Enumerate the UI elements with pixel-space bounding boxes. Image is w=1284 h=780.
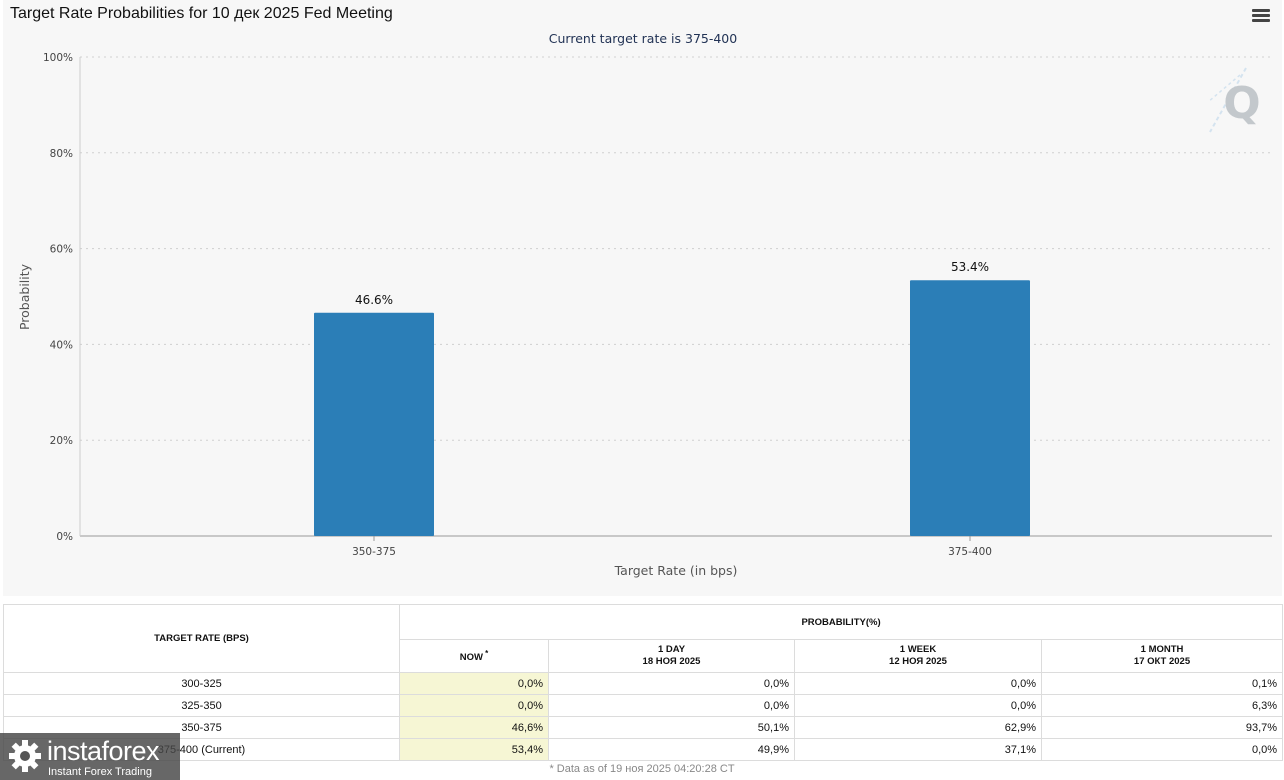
x-axis-title: Target Rate (in bps): [614, 563, 738, 578]
table-row: 325-350 0,0% 0,0% 0,0% 6,3%: [3, 694, 1284, 717]
bar-chart: Current target rate is 375-400 0% 20% 40% 6…: [17, 31, 1272, 578]
probability-table-wrapper: TARGET RATE (BPS) PROBABILITY(%) NOW * 1 …: [3, 604, 1284, 780]
svg-text:Q: Q: [1223, 78, 1260, 129]
probability-cell: 0,0%: [1040, 738, 1284, 761]
menu-icon[interactable]: [1252, 9, 1270, 23]
period-header-row: NOW * 1 DAY 18 НОЯ 2025 1 WEEK 12 НОЯ 2025 1 …: [4, 639, 1284, 673]
probability-cell: 46,6%: [399, 716, 549, 739]
instaforex-watermark: instaforex Instant Forex Trading: [0, 733, 180, 780]
probability-cell: 93,7%: [1040, 716, 1284, 739]
probability-cell: 0,0%: [548, 694, 795, 717]
probability-cell: 0,0%: [794, 694, 1042, 717]
probability-cell: 6,3%: [1040, 694, 1284, 717]
watermark-tagline: Instant Forex Trading: [48, 766, 152, 778]
y-tick-label: 80%: [50, 148, 73, 160]
watermark-brand: instaforex: [47, 736, 160, 766]
bars: 46.6% 350-375 53.4% 375-400: [314, 260, 1030, 558]
target-rate-header: TARGET RATE (BPS): [3, 604, 400, 673]
table-body: 300-325 0,0% 0,0% 0,0% 0,1% 325-350 0,0% 0,0% 0,…: [3, 672, 1284, 761]
y-tick-label: 40%: [50, 339, 73, 351]
rate-cell: 325-350: [3, 694, 400, 717]
probability-cell: 0,0%: [399, 694, 549, 717]
bar-375-400[interactable]: [910, 280, 1030, 536]
probability-cell: 0,0%: [399, 672, 549, 695]
bar-data-label: 53.4%: [951, 260, 989, 274]
probability-cell: 62,9%: [794, 716, 1042, 739]
table-row: 300-325 0,0% 0,0% 0,0% 0,1%: [3, 672, 1284, 695]
probability-table: TARGET RATE (BPS) PROBABILITY(%) NOW * 1 …: [3, 604, 1284, 761]
probability-cell: 53,4%: [399, 738, 549, 761]
bar-350-375[interactable]: [314, 312, 434, 536]
period-header-1-week: 1 WEEK 12 НОЯ 2025: [794, 639, 1042, 673]
period-header-1-day: 1 DAY 18 НОЯ 2025: [548, 639, 795, 673]
y-axis-title: Probability: [17, 263, 32, 330]
y-tick-label: 100%: [43, 52, 73, 64]
q-logo-icon: Q: [1207, 67, 1261, 133]
probability-cell: 0,1%: [1040, 672, 1284, 695]
rate-cell: 300-325: [3, 672, 400, 695]
x-tick-label: 350-375: [352, 546, 396, 558]
probability-cell: 0,0%: [794, 672, 1042, 695]
probability-cell: 0,0%: [548, 672, 795, 695]
probability-header: PROBABILITY(%): [398, 604, 1284, 640]
y-tick-label: 0%: [56, 531, 73, 543]
y-tick-label: 20%: [50, 435, 73, 447]
table-row: 350-375 46,6% 50,1% 62,9% 93,7%: [3, 716, 1284, 739]
chart-subtitle: Current target rate is 375-400: [549, 31, 737, 46]
period-header-now: NOW *: [399, 639, 549, 673]
chart-title: Target Rate Probabilities for 10 дек 202…: [10, 5, 393, 22]
grid-lines: [80, 56, 1272, 441]
probability-cell: 49,9%: [548, 738, 795, 761]
x-tick-label: 375-400: [948, 546, 992, 558]
data-timestamp-footnote: * Data as of 19 ноя 2025 04:20:28 CT: [549, 763, 735, 775]
table-row: 375-400 (Current) 53,4% 49,9% 37,1% 0,0%: [3, 738, 1284, 761]
gear-logo-icon: [9, 740, 41, 772]
y-tick-label: 60%: [50, 244, 73, 256]
probability-cell: 50,1%: [548, 716, 795, 739]
probability-cell: 37,1%: [794, 738, 1042, 761]
period-header-1-month: 1 MONTH 17 ОКТ 2025: [1040, 639, 1284, 673]
chart-panel: [3, 0, 1282, 596]
y-axis-ticks: 0% 20% 40% 60% 80% 100%: [43, 52, 73, 543]
bar-data-label: 46.6%: [355, 293, 393, 307]
